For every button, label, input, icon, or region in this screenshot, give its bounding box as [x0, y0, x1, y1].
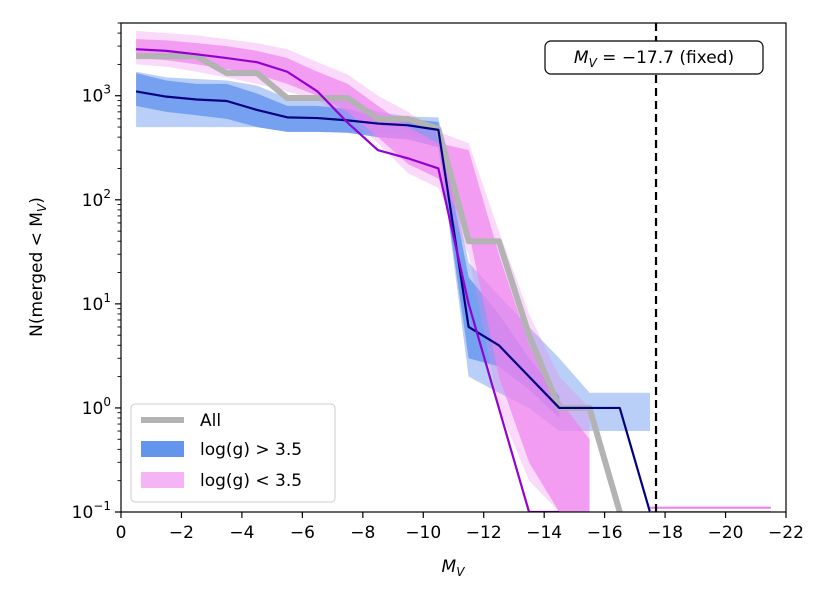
series-line-log-g-3-5: [135, 90, 652, 512]
x-tick-label: −4: [229, 523, 254, 543]
annotation-box: MV = −17.7 (fixed): [544, 40, 764, 75]
plot-frame: [120, 22, 787, 513]
y-tick-label: 100: [82, 395, 111, 419]
annotation-text: MV = −17.7 (fixed): [574, 48, 734, 70]
y-tick-label: 103: [82, 83, 111, 107]
legend-logg-low-swatch: [141, 472, 184, 488]
x-tick-label: −8: [350, 523, 375, 543]
legend: All log(g) > 3.5 log(g) < 3.5: [130, 403, 336, 503]
legend-logg-low-label: log(g) < 3.5: [200, 471, 302, 491]
y-tick-label: 102: [82, 187, 111, 211]
x-tick-label: 0: [116, 523, 127, 543]
y-tick-label: 101: [82, 291, 111, 315]
y-axis-label: N(merged < MV): [27, 197, 49, 337]
series-lines: [135, 48, 771, 512]
legend-logg-high-label: log(g) > 3.5: [200, 440, 302, 460]
x-tick-label: −12: [466, 523, 502, 543]
x-tick-label: −10: [405, 523, 441, 543]
band-log-g-3-5-band-inner: [136, 73, 560, 419]
x-tick-label: −18: [647, 523, 683, 543]
x-tick-label: −14: [526, 523, 562, 543]
x-tick-label: −2: [169, 523, 194, 543]
confidence-bands: [136, 30, 650, 512]
legend-logg-high-swatch: [141, 441, 184, 457]
x-tick-label: −22: [768, 523, 804, 543]
annotation-frame: [544, 40, 764, 75]
x-tick-label: −6: [290, 523, 315, 543]
x-tick-label: −20: [708, 523, 744, 543]
legend-all-label: All: [200, 411, 221, 431]
x-tick-label: −16: [587, 523, 623, 543]
y-axis-ticks: 10−1 100 101 102 103: [72, 22, 121, 523]
y-tick-label: 10−1: [72, 499, 111, 523]
band-log-g-3-5-band-inner: [136, 39, 590, 512]
x-axis-label: MV: [442, 557, 466, 579]
x-axis-ticks: 0 −2 −4 −6 −8 −10 −12 −14 −16 −18 −20 −22: [116, 512, 804, 543]
